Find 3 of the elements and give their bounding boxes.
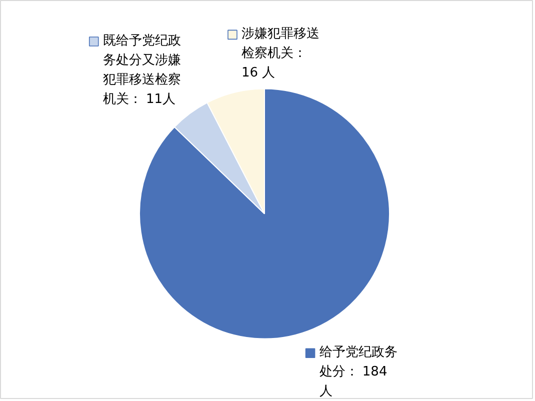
legend-label: 涉嫌犯罪移送检察机关：16 人 [241, 26, 320, 81]
legend-label: 给予党纪政务处分： 184人 [319, 345, 398, 400]
legend-label: 既给予党纪政务处分又涉嫌犯罪移送检察机关： 11人 [102, 33, 181, 107]
